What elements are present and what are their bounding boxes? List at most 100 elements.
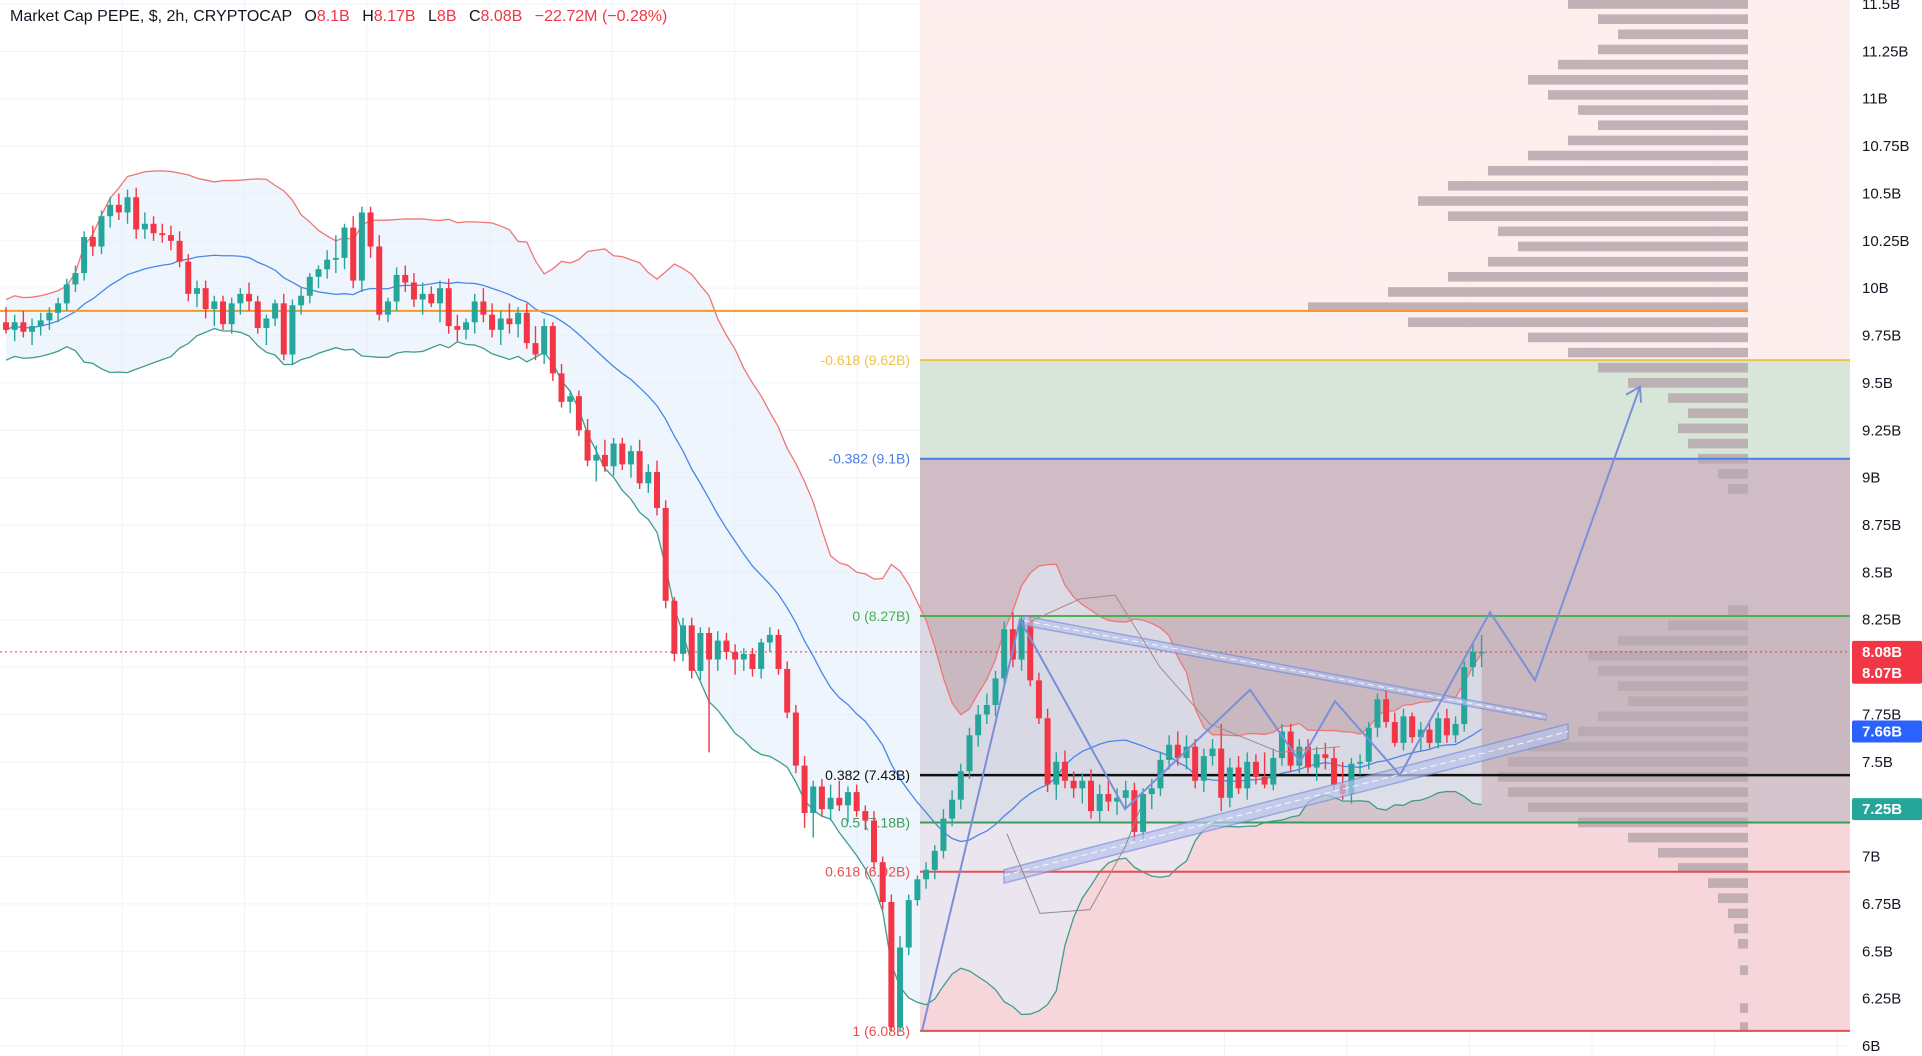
candle-body xyxy=(897,947,904,1028)
candle-body xyxy=(176,240,183,262)
candle-body xyxy=(992,678,999,705)
volume-profile-bar xyxy=(1568,347,1748,358)
price-tag-bg xyxy=(1852,798,1922,821)
price-tick-label: 6.25B xyxy=(1862,991,1901,1008)
lower-channel-midline xyxy=(1003,731,1569,876)
price-tick-label: 6.5B xyxy=(1862,943,1893,960)
candle-body xyxy=(419,293,426,300)
volume-profile-bar xyxy=(1728,484,1748,494)
volume-profile-bar xyxy=(1488,165,1748,176)
candle-body xyxy=(497,318,504,330)
candle-body xyxy=(732,651,739,660)
candle-body xyxy=(680,625,687,654)
candle-body xyxy=(1443,718,1450,736)
candle-body xyxy=(1348,763,1355,795)
candle-body xyxy=(1105,794,1112,802)
price-tag-bg xyxy=(1852,661,1922,684)
candle-body xyxy=(63,284,70,304)
candle-body xyxy=(202,288,209,310)
candle-body xyxy=(454,326,461,330)
volume-profile-bar xyxy=(1740,1022,1748,1032)
price-tick-label: 11.5B xyxy=(1862,0,1900,13)
price-tick-label: 7B xyxy=(1862,849,1880,866)
volume-profile-bar xyxy=(1728,605,1748,616)
price-axis-bg xyxy=(1850,0,1922,1056)
candle-body xyxy=(853,792,860,812)
volume-profile-bar xyxy=(1628,696,1748,706)
candle-body xyxy=(3,322,9,330)
candle-body xyxy=(358,212,365,281)
fib-zone-mauve xyxy=(920,458,1850,616)
candle-body xyxy=(1027,619,1034,681)
candle-body xyxy=(1079,780,1086,789)
candle-body xyxy=(445,288,452,327)
candle-body xyxy=(706,632,713,660)
price-tick-label: 11B xyxy=(1862,91,1888,108)
candle-body xyxy=(758,642,765,669)
volume-profile-bar xyxy=(1448,211,1748,221)
fib-label: 0.382 (7.43B) xyxy=(825,767,910,783)
candle-body xyxy=(115,204,122,213)
candle-body xyxy=(775,634,782,669)
volume-profile-bar xyxy=(1508,757,1748,767)
price-tag-label: 8.07B xyxy=(1862,665,1902,682)
candle-body xyxy=(914,879,921,901)
volume-profile-bar xyxy=(1308,302,1748,312)
price-tick-label: 7.5B xyxy=(1862,754,1893,771)
candle-body xyxy=(1070,780,1077,789)
candle-body xyxy=(532,343,539,355)
close-label: C xyxy=(468,8,481,25)
candle-body xyxy=(1140,794,1147,832)
candle-body xyxy=(1261,776,1268,785)
candle-body xyxy=(46,312,53,321)
candle-body xyxy=(957,771,964,800)
price-tag-label: 7.66B xyxy=(1862,724,1902,741)
projection-arrow-head xyxy=(1625,385,1642,403)
candle-body xyxy=(567,396,574,402)
candle-body xyxy=(220,301,226,325)
candle-body xyxy=(55,303,62,313)
candle-body xyxy=(654,471,660,508)
candle-body xyxy=(306,276,313,296)
candle-body xyxy=(20,322,27,332)
upper-channel-midline xyxy=(1023,620,1547,718)
candle-body xyxy=(506,318,513,325)
candle-body xyxy=(888,902,895,1028)
candle-body xyxy=(810,786,817,813)
candle-body xyxy=(1426,729,1433,743)
price-tick-label: 6B xyxy=(1862,1038,1880,1055)
volume-profile-bar xyxy=(1688,438,1748,449)
fib-label: 0.618 (6.92B) xyxy=(825,864,910,880)
candle-body xyxy=(98,216,105,247)
candle-body xyxy=(636,451,643,484)
price-tick-label: 8.5B xyxy=(1862,564,1893,581)
candle-body xyxy=(749,653,756,669)
candle-body xyxy=(740,653,747,660)
volume-profile-bar xyxy=(1598,44,1748,55)
candle-body xyxy=(480,301,487,315)
fib-label: -0.618 (9.62B) xyxy=(821,352,911,368)
volume-profile-bar xyxy=(1508,787,1748,797)
volume-profile-bar xyxy=(1718,893,1748,904)
candle-body xyxy=(463,322,470,330)
price-tick-label: 9.75B xyxy=(1862,328,1901,345)
candle-body xyxy=(437,288,443,304)
candle-body xyxy=(983,704,990,715)
bollinger-upper xyxy=(5,170,1483,737)
candle-body xyxy=(818,786,825,810)
volume-profile-bar xyxy=(1734,923,1748,934)
volume-profile xyxy=(1308,0,1748,1032)
volume-profile-bar xyxy=(1528,332,1748,343)
candle-body xyxy=(1174,744,1181,759)
price-tick-label: 10.5B xyxy=(1862,185,1901,202)
candle-body xyxy=(376,246,383,315)
high-label: H xyxy=(362,8,374,25)
candle-body xyxy=(1061,761,1068,781)
volume-profile-bar xyxy=(1598,711,1748,722)
volume-profile-bar xyxy=(1618,681,1748,691)
candle-body xyxy=(471,301,478,323)
candle-body xyxy=(1209,748,1216,757)
price-tick-label: 10.25B xyxy=(1862,233,1910,250)
